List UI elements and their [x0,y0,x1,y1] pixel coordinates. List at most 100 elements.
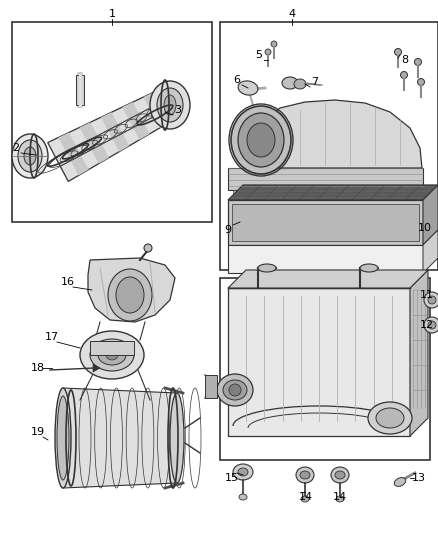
Text: 17: 17 [45,332,59,342]
Ellipse shape [331,467,349,483]
Polygon shape [410,270,428,436]
Polygon shape [143,92,170,128]
Text: 14: 14 [299,492,313,502]
Ellipse shape [18,140,42,172]
Polygon shape [258,100,422,168]
Bar [228,288,410,436]
Ellipse shape [296,467,314,483]
Ellipse shape [238,81,258,95]
Bar [232,204,419,241]
Text: 12: 12 [420,320,434,330]
Polygon shape [368,190,372,198]
Text: 11: 11 [420,290,434,300]
Ellipse shape [294,79,306,89]
Polygon shape [63,388,177,488]
Ellipse shape [335,471,345,479]
Ellipse shape [424,292,438,308]
Ellipse shape [376,408,404,428]
Ellipse shape [424,317,438,333]
Ellipse shape [217,374,253,406]
Polygon shape [423,185,438,245]
Ellipse shape [12,134,48,178]
Polygon shape [359,190,363,198]
Polygon shape [395,190,399,198]
Bar [228,200,423,245]
Polygon shape [88,258,175,322]
Ellipse shape [106,350,118,360]
Text: 13: 13 [412,473,426,483]
Ellipse shape [428,296,436,304]
Ellipse shape [300,471,310,479]
Text: 4: 4 [289,9,296,19]
Ellipse shape [395,49,402,55]
Polygon shape [228,270,428,288]
Text: 9: 9 [224,225,232,235]
Ellipse shape [239,494,247,500]
Ellipse shape [116,277,144,313]
Polygon shape [48,92,170,181]
Ellipse shape [400,71,407,78]
Text: 5: 5 [255,50,262,60]
Bar [228,245,423,273]
Ellipse shape [258,264,276,272]
Polygon shape [101,112,129,152]
Ellipse shape [394,478,406,487]
Bar [12,22,212,222]
Polygon shape [341,190,345,198]
Ellipse shape [164,95,176,115]
Ellipse shape [80,331,144,379]
Ellipse shape [238,113,284,167]
Bar [76,75,84,105]
Bar [220,22,438,270]
Polygon shape [296,190,300,198]
Ellipse shape [301,496,309,502]
Polygon shape [80,122,109,164]
Ellipse shape [90,339,134,371]
Polygon shape [242,190,246,198]
Polygon shape [332,190,336,198]
Text: 15: 15 [225,473,239,483]
Ellipse shape [414,59,421,66]
Ellipse shape [265,49,271,55]
Text: 19: 19 [31,427,45,437]
Ellipse shape [247,123,275,157]
Ellipse shape [428,321,436,329]
Polygon shape [58,132,88,175]
Polygon shape [404,190,408,198]
Ellipse shape [417,78,424,85]
Text: 10: 10 [418,223,432,233]
Polygon shape [423,230,438,273]
Bar [90,341,134,355]
Text: 8: 8 [402,55,409,65]
Ellipse shape [150,81,190,129]
Polygon shape [93,364,100,372]
Bar [220,278,430,460]
Ellipse shape [231,106,291,174]
Ellipse shape [157,88,183,122]
Text: 2: 2 [12,143,20,153]
Polygon shape [386,190,390,198]
Polygon shape [269,190,273,198]
Ellipse shape [360,264,378,272]
Ellipse shape [55,388,71,488]
Polygon shape [122,102,150,140]
Ellipse shape [271,41,277,47]
Ellipse shape [108,269,152,321]
Ellipse shape [223,380,247,400]
Polygon shape [251,190,255,198]
Bar [228,168,423,190]
Ellipse shape [170,393,184,483]
Text: 6: 6 [233,75,240,85]
Ellipse shape [98,345,126,365]
Ellipse shape [57,396,69,480]
Polygon shape [228,185,438,200]
Bar [205,375,217,398]
Text: 7: 7 [311,77,318,87]
Ellipse shape [229,384,241,396]
Text: 3: 3 [174,105,181,115]
Polygon shape [314,190,318,198]
Polygon shape [278,190,282,198]
Polygon shape [287,190,291,198]
Polygon shape [377,190,381,198]
Ellipse shape [24,147,36,165]
